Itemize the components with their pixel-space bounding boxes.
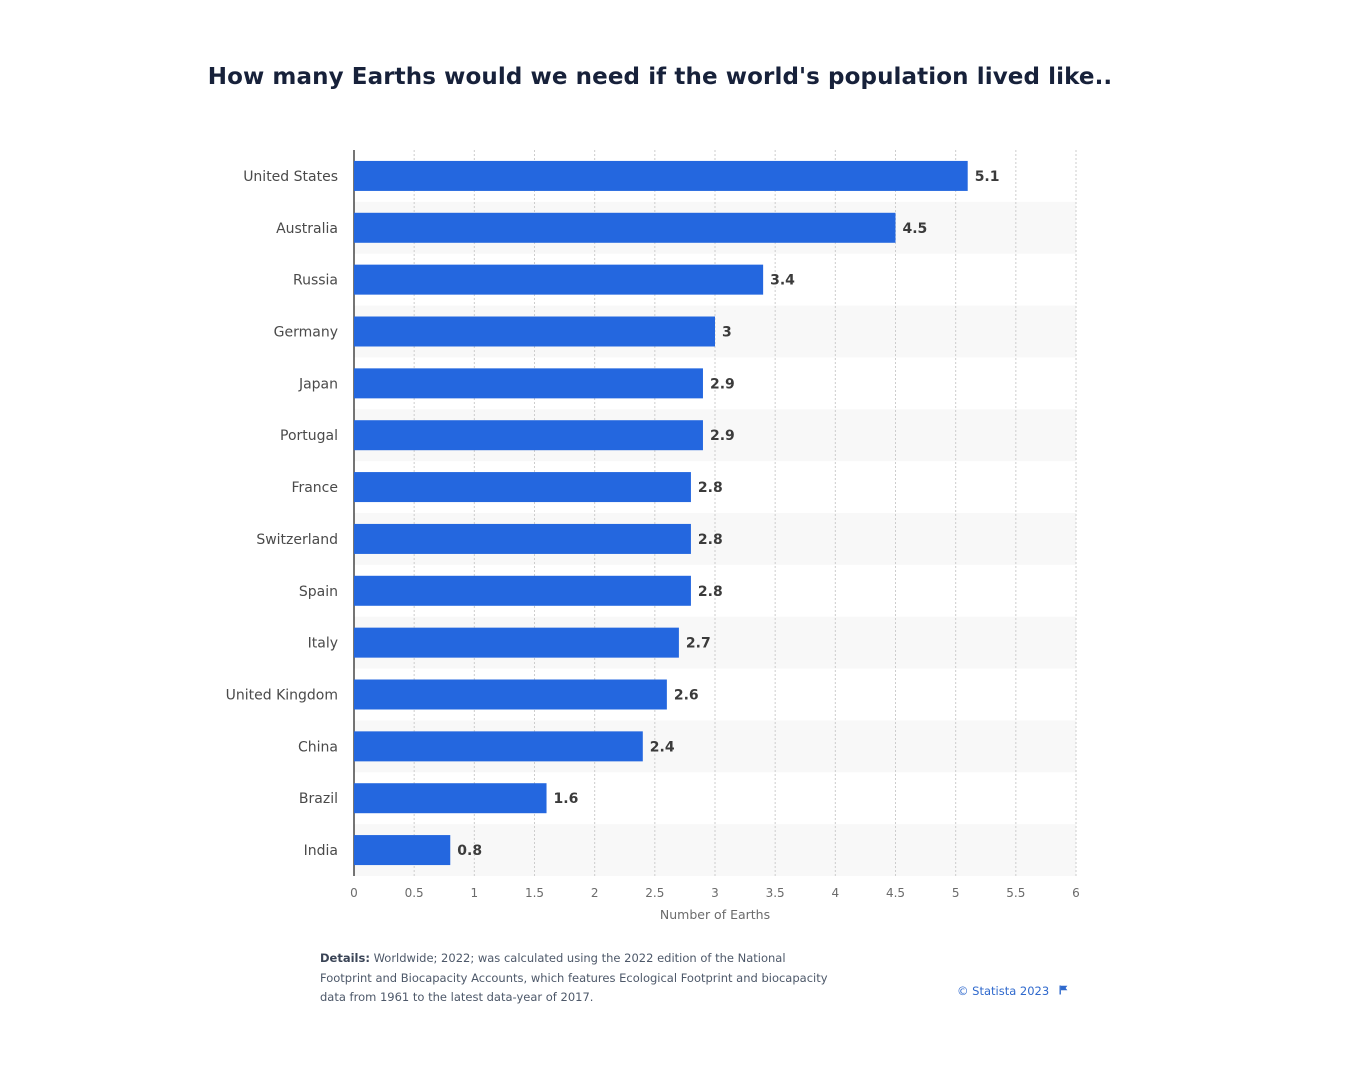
x-tick-label: 2.5	[645, 886, 664, 900]
category-label: China	[298, 739, 338, 755]
details-text: Worldwide; 2022; was calculated using th…	[320, 951, 828, 1004]
details-note: Details: Worldwide; 2022; was calculated…	[320, 949, 830, 1008]
credit-text: © Statista 2023	[957, 984, 1050, 998]
value-label: 3	[722, 325, 732, 341]
category-label: Australia	[276, 221, 338, 237]
bar-india	[354, 835, 451, 866]
bar-japan	[354, 368, 703, 399]
category-label: Japan	[298, 376, 338, 392]
x-tick-label: 5.5	[1006, 886, 1025, 900]
category-label: Germany	[274, 325, 338, 341]
bar-united-states	[354, 160, 968, 191]
value-label: 2.8	[698, 584, 723, 600]
value-label: 3.4	[770, 273, 795, 289]
bar-united-kingdom	[354, 679, 667, 710]
value-label: 2.6	[674, 688, 699, 704]
category-label: Russia	[293, 273, 338, 289]
x-axis-title: Number of Earths	[660, 907, 770, 922]
value-label: 2.8	[698, 480, 723, 496]
value-label: 2.8	[698, 532, 723, 548]
x-tick-label: 3	[711, 886, 719, 900]
value-label: 5.1	[975, 169, 1000, 185]
value-label: 2.4	[650, 739, 675, 755]
category-label: Italy	[308, 636, 338, 652]
flag-icon[interactable]	[1059, 985, 1068, 995]
x-tick-label: 0.5	[405, 886, 424, 900]
bar-china	[354, 731, 643, 762]
x-tick-label: 1.5	[525, 886, 544, 900]
x-tick-label: 4	[832, 886, 840, 900]
category-label: France	[291, 480, 338, 496]
bar-germany	[354, 316, 715, 347]
category-label: United States	[243, 169, 338, 185]
bar-chart: United States 5.1 Australia 4.5 Russia 3.4 Ger…	[226, 150, 1080, 922]
x-tick-label: 6	[1072, 886, 1080, 900]
category-label: Portugal	[280, 428, 338, 444]
bar-portugal	[354, 420, 703, 451]
value-label: 2.9	[710, 376, 735, 392]
category-label: India	[304, 843, 338, 859]
value-label: 1.6	[554, 791, 579, 807]
bar-brazil	[354, 783, 547, 814]
category-label: Spain	[299, 584, 338, 600]
bar-italy	[354, 627, 679, 658]
x-tick-label: 4.5	[886, 886, 905, 900]
value-label: 0.8	[457, 843, 482, 859]
details-label: Details:	[320, 951, 370, 965]
x-tick-label: 5	[952, 886, 960, 900]
x-tick-label: 0	[350, 886, 358, 900]
category-label: Switzerland	[256, 532, 338, 548]
chart-title: How many Earths would we need if the wor…	[207, 64, 1113, 90]
value-label: 2.9	[710, 428, 735, 444]
x-tick-label: 3.5	[766, 886, 785, 900]
bar-russia	[354, 264, 764, 295]
value-label: 2.7	[686, 636, 711, 652]
bar-switzerland	[354, 523, 691, 554]
x-tick-label: 2	[591, 886, 599, 900]
bar-france	[354, 472, 691, 503]
category-label: United Kingdom	[226, 688, 338, 704]
bar-spain	[354, 575, 691, 606]
value-label: 4.5	[903, 221, 928, 237]
category-label: Brazil	[299, 791, 338, 807]
x-tick-label: 1	[471, 886, 479, 900]
bar-australia	[354, 212, 896, 243]
statista-credit[interactable]: © Statista 2023	[957, 984, 1068, 998]
